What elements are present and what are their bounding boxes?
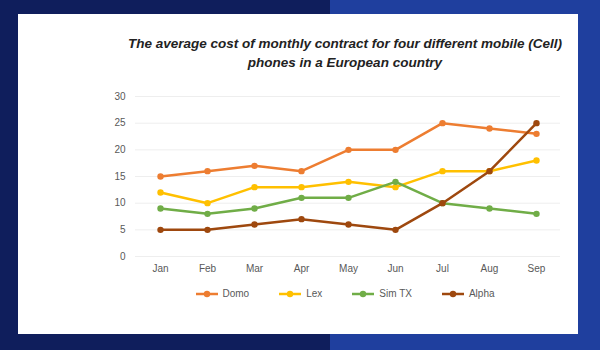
svg-text:10: 10 bbox=[114, 197, 126, 208]
html-text:Sim TX: Sim TX bbox=[379, 288, 412, 299]
html-text:Domo: Domo bbox=[222, 288, 250, 299]
svg-text:20: 20 bbox=[114, 144, 126, 155]
html-text:The average cost of monthly co: The average cost of monthly contract for… bbox=[128, 36, 562, 70]
svg-text:0: 0 bbox=[120, 251, 126, 262]
svg-text:25: 25 bbox=[114, 117, 126, 128]
svg-text:Mar: Mar bbox=[246, 263, 264, 274]
svg-text:Feb: Feb bbox=[199, 263, 217, 274]
svg-text:Aug: Aug bbox=[481, 263, 499, 274]
svg-text:Jul: Jul bbox=[436, 263, 449, 274]
html-text:Alpha: Alpha bbox=[468, 288, 495, 299]
svg-text:Jun: Jun bbox=[387, 263, 403, 274]
svg-text:May: May bbox=[339, 263, 358, 274]
svg-text:30: 30 bbox=[114, 91, 126, 102]
svg-text:15: 15 bbox=[114, 171, 126, 182]
html-text:Lex: Lex bbox=[306, 288, 323, 299]
svg-text:Jan: Jan bbox=[152, 263, 168, 274]
svg-text:Apr: Apr bbox=[294, 263, 310, 274]
svg-text:5: 5 bbox=[120, 224, 126, 235]
svg-text:Sep: Sep bbox=[528, 263, 546, 274]
